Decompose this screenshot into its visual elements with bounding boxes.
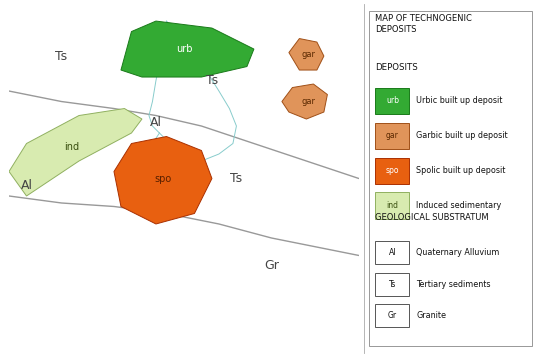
Text: Urbic built up deposit: Urbic built up deposit [417, 96, 503, 105]
FancyBboxPatch shape [375, 241, 410, 264]
Text: gar: gar [301, 50, 315, 59]
Text: Al: Al [21, 179, 32, 192]
Polygon shape [282, 84, 327, 119]
Text: Ts: Ts [389, 280, 396, 289]
Polygon shape [114, 136, 212, 224]
Text: Garbic built up deposit: Garbic built up deposit [417, 131, 508, 140]
Text: Gr: Gr [264, 260, 279, 272]
FancyBboxPatch shape [375, 157, 410, 184]
Text: spo: spo [154, 174, 171, 183]
FancyBboxPatch shape [375, 87, 410, 114]
Text: urb: urb [386, 96, 399, 105]
Text: ind: ind [386, 201, 398, 210]
Polygon shape [9, 109, 142, 196]
Text: gar: gar [301, 97, 315, 106]
Polygon shape [289, 39, 324, 70]
Text: Al: Al [388, 248, 396, 257]
Text: ind: ind [64, 142, 80, 152]
Text: MAP OF TECHNOGENIC
DEPOSITS: MAP OF TECHNOGENIC DEPOSITS [375, 14, 472, 34]
Text: Ts: Ts [230, 172, 242, 185]
Text: Ts: Ts [206, 74, 218, 87]
Text: gar: gar [386, 131, 399, 140]
Text: Granite: Granite [417, 311, 446, 320]
FancyBboxPatch shape [375, 122, 410, 149]
Text: spo: spo [386, 166, 399, 175]
Text: Tertiary sediments: Tertiary sediments [417, 280, 491, 289]
Text: urb: urb [176, 44, 192, 54]
Text: Quaternary Alluvium: Quaternary Alluvium [417, 248, 500, 257]
FancyBboxPatch shape [375, 192, 410, 219]
Text: GEOLOGICAL SUBSTRATUM: GEOLOGICAL SUBSTRATUM [375, 213, 489, 222]
Text: Gr: Gr [388, 311, 397, 320]
FancyBboxPatch shape [375, 305, 410, 327]
Text: DEPOSITS: DEPOSITS [375, 63, 418, 72]
FancyBboxPatch shape [368, 11, 532, 346]
Text: Ts: Ts [55, 50, 68, 62]
Polygon shape [121, 21, 254, 77]
Text: Al: Al [150, 116, 162, 129]
Text: Spolic built up deposit: Spolic built up deposit [417, 166, 506, 175]
Text: Induced sedimentary: Induced sedimentary [417, 201, 502, 210]
FancyBboxPatch shape [375, 273, 410, 296]
